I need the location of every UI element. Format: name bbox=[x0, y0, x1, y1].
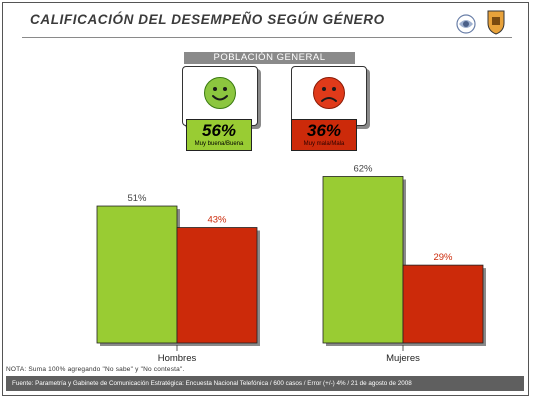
data-label: 51% bbox=[127, 193, 147, 204]
page-title: CALIFICACIÓN DEL DESEMPEÑO SEGÚN GÉNERO bbox=[30, 12, 385, 27]
good-percentage-value: 56% bbox=[201, 121, 237, 140]
data-label: 43% bbox=[207, 215, 227, 226]
smiley-happy-icon bbox=[204, 77, 236, 109]
good-percentage-label: Muy buena/Buena bbox=[194, 141, 244, 147]
category-label: Mujeres bbox=[386, 353, 420, 364]
bar-mujeres-series-0 bbox=[322, 176, 404, 344]
population-header: POBLACIÓN GENERAL bbox=[184, 52, 355, 64]
source-footer: Fuente: Parametría y Gabinete de Comunic… bbox=[6, 376, 524, 391]
bar-mujeres-series-1 bbox=[402, 264, 484, 344]
good-face-box bbox=[182, 66, 258, 126]
footnote: NOTA: Suma 100% agregando "No sabe" y "N… bbox=[6, 366, 185, 373]
slide-frame bbox=[2, 2, 529, 396]
gabinete-shield-logo-icon bbox=[487, 10, 505, 35]
data-label: 29% bbox=[433, 252, 453, 263]
category-label: Hombres bbox=[158, 353, 197, 364]
bad-percentage-box: 36% Muy mala/Mala bbox=[291, 119, 357, 151]
bar-hombres-series-1 bbox=[176, 227, 258, 344]
smiley-sad-icon bbox=[313, 77, 345, 109]
title-divider bbox=[22, 37, 512, 38]
data-label: 62% bbox=[353, 163, 373, 174]
bar-hombres-series-0 bbox=[96, 205, 178, 344]
parametria-logo-icon bbox=[456, 14, 476, 34]
bad-face-box bbox=[291, 66, 367, 126]
bad-percentage-value: 36% bbox=[306, 121, 342, 140]
bad-percentage-label: Muy mala/Mala bbox=[303, 141, 345, 147]
good-percentage-box: 56% Muy buena/Buena bbox=[186, 119, 252, 151]
